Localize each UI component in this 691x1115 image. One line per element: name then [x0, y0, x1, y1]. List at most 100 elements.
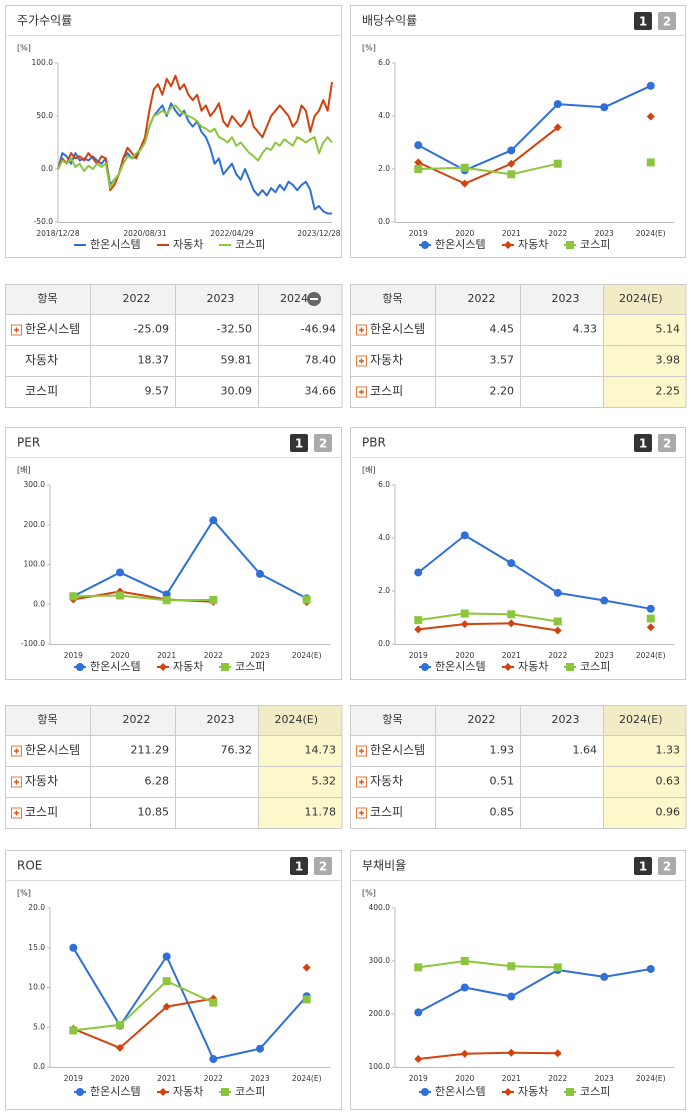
point: [460, 531, 469, 540]
page-button-label[interactable]: 1: [639, 437, 647, 451]
page-button-label[interactable]: 2: [663, 15, 671, 29]
point: [507, 146, 516, 155]
highlight-header-bg: [603, 284, 686, 314]
page-button[interactable]: [634, 434, 652, 452]
x-tick-label: 2022: [548, 651, 567, 660]
page-button-label[interactable]: 2: [663, 437, 671, 451]
table-header: 항목: [37, 713, 57, 726]
table-cell: -46.94: [301, 323, 336, 336]
table-header: 2022: [468, 713, 496, 726]
y-tick-label: 50.0: [36, 111, 53, 120]
page-button-label[interactable]: 1: [295, 860, 303, 874]
expand-icon-plus[interactable]: [14, 810, 19, 816]
expand-icon-plus[interactable]: [14, 748, 19, 754]
table-header: 항목: [37, 292, 57, 305]
point: [504, 1088, 512, 1096]
table-cell: 10.85: [138, 806, 170, 819]
table-cell: 0.63: [656, 775, 681, 788]
x-tick-label: 2021: [157, 651, 176, 660]
x-tick-label: 2022/04/29: [210, 229, 253, 238]
point: [507, 559, 516, 568]
x-tick-label: 2020: [110, 1074, 129, 1083]
page-button-label[interactable]: 1: [639, 860, 647, 874]
expand-icon-plus[interactable]: [359, 327, 364, 333]
expand-icon-plus[interactable]: [14, 779, 19, 785]
table-header: 항목: [382, 292, 402, 305]
table-header: 2022: [123, 292, 151, 305]
page-button[interactable]: [658, 12, 676, 30]
point: [646, 964, 655, 973]
expand-icon-plus[interactable]: [359, 748, 364, 754]
point: [646, 604, 655, 613]
panel-title: PER: [17, 436, 40, 450]
axis-unit: [배]: [362, 466, 376, 475]
table-header: 2023: [207, 292, 235, 305]
page-button-label[interactable]: 1: [639, 15, 647, 29]
highlight-bg: [603, 314, 686, 407]
y-tick-label: 400.0: [369, 903, 391, 912]
table-cell: 2.20: [490, 385, 515, 398]
table-cell: 9.57: [145, 385, 170, 398]
axis-unit: [%]: [362, 44, 376, 53]
page-button-label[interactable]: 2: [319, 437, 327, 451]
page-button[interactable]: [290, 857, 308, 875]
axis-unit: [배]: [17, 466, 31, 475]
point: [162, 952, 171, 961]
series-line: [417, 84, 652, 172]
point: [221, 663, 229, 671]
y-tick-label: 10.0: [28, 983, 45, 992]
page-button-label[interactable]: 2: [319, 860, 327, 874]
y-tick-label: 100.0: [32, 58, 54, 67]
expand-icon-plus[interactable]: [359, 779, 364, 785]
page-button[interactable]: [290, 434, 308, 452]
point: [553, 1049, 562, 1058]
point: [507, 962, 516, 971]
page-button[interactable]: [634, 12, 652, 30]
point: [566, 663, 574, 671]
axis-unit: [%]: [17, 44, 31, 53]
legend-label: 코스피: [580, 238, 610, 251]
point: [507, 992, 516, 1001]
y-tick-label: 0.0: [378, 217, 390, 226]
expand-icon-plus[interactable]: [359, 358, 364, 364]
x-tick-label: 2022: [548, 1074, 567, 1083]
row-label: 코스피: [370, 805, 403, 819]
table-header: 2022: [123, 713, 151, 726]
axis-unit: [%]: [362, 889, 376, 898]
y-tick-label: -100.0: [21, 639, 45, 648]
y-tick-label: 20.0: [28, 903, 45, 912]
expand-icon-plus[interactable]: [359, 810, 364, 816]
expand-icon-plus[interactable]: [14, 327, 19, 333]
page-button[interactable]: [314, 434, 332, 452]
table-cell: 1.93: [490, 744, 515, 757]
point: [646, 81, 655, 90]
page-button-label[interactable]: 1: [295, 437, 303, 451]
table-cell: 2.25: [656, 385, 681, 398]
table-header: 2024(E): [274, 713, 318, 726]
page-button[interactable]: [314, 857, 332, 875]
point: [69, 943, 78, 952]
legend-label: 자동차: [518, 660, 548, 673]
page-button[interactable]: [658, 857, 676, 875]
table-header: 2023: [552, 713, 580, 726]
expand-icon-plus[interactable]: [359, 389, 364, 395]
page-button[interactable]: [634, 857, 652, 875]
y-tick-label: 0.0: [378, 639, 390, 648]
table-cell: -32.50: [217, 323, 252, 336]
point: [414, 625, 423, 634]
page-button[interactable]: [658, 434, 676, 452]
legend-label: 코스피: [235, 660, 265, 673]
x-tick-label: 2022: [204, 651, 223, 660]
legend-label: 한온시스템: [435, 238, 486, 251]
page-button-label[interactable]: 2: [663, 860, 671, 874]
table-cell: 211.29: [131, 744, 170, 757]
point: [116, 1020, 124, 1029]
point: [646, 112, 655, 121]
point: [460, 163, 469, 172]
point: [414, 165, 423, 173]
point: [414, 1008, 423, 1017]
x-tick-label: 2019: [409, 229, 428, 238]
x-tick-label: 2020: [455, 229, 474, 238]
point: [256, 1044, 264, 1053]
